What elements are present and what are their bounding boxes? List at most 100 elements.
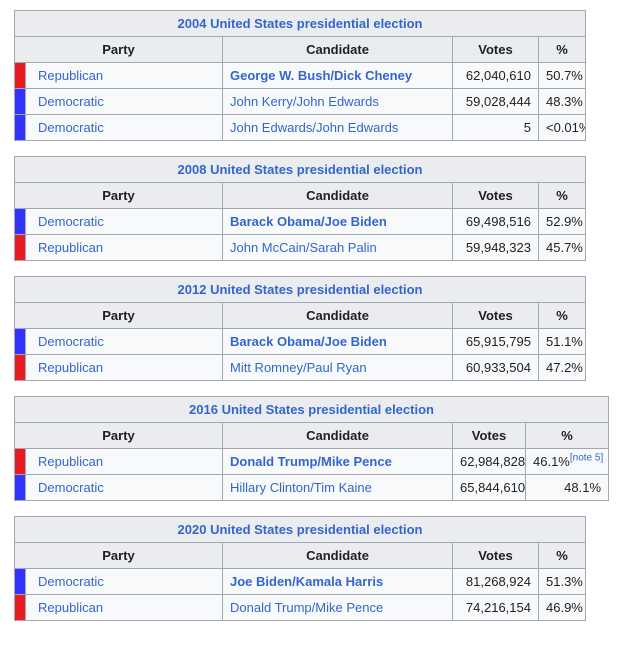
candidate-cell: Joe Biden/Kamala Harris: [222, 568, 453, 595]
candidate-link[interactable]: Mitt Romney/Paul Ryan: [230, 360, 367, 375]
table-title: 2004 United States presidential election: [13, 10, 587, 37]
party-color-swatch: [14, 208, 26, 235]
votes-value: 60,933,504: [452, 354, 539, 381]
percent-value: 45.7%: [546, 240, 583, 255]
result-row: Democratic Joe Biden/Kamala Harris 81,26…: [14, 568, 587, 595]
column-header-row: Party Candidate Votes %: [14, 542, 587, 569]
party-link[interactable]: Republican: [38, 240, 104, 255]
election-results-table: 2012 United States presidential election…: [13, 276, 587, 381]
votes-value: 65,915,795: [452, 328, 539, 355]
percent-value: 47.2%: [546, 360, 583, 375]
candidate-link[interactable]: Donald Trump/Mike Pence: [230, 454, 392, 469]
candidate-cell: John Kerry/John Edwards: [222, 88, 453, 115]
party-cell: Democratic: [25, 88, 223, 115]
party-link[interactable]: Republican: [38, 360, 104, 375]
percent-cell: 47.2%: [537, 354, 587, 381]
percent-value: 48.1%: [564, 480, 602, 495]
votes-value: 69,498,516: [452, 208, 539, 235]
party-cell: Democratic: [25, 568, 223, 595]
party-link[interactable]: Republican: [38, 454, 104, 469]
election-title-link[interactable]: 2004 United States presidential election: [177, 16, 423, 31]
party-link[interactable]: Democratic: [38, 214, 104, 229]
candidate-link[interactable]: Barack Obama/Joe Biden: [230, 214, 387, 229]
party-link[interactable]: Democratic: [38, 334, 104, 349]
party-color-swatch: [14, 88, 26, 115]
party-link[interactable]: Democratic: [38, 120, 104, 135]
table-title: 2012 United States presidential election: [13, 276, 587, 303]
result-row: Republican George W. Bush/Dick Cheney 62…: [14, 62, 587, 89]
note-link[interactable]: [note 5]: [569, 452, 604, 464]
column-header-candidate: Candidate: [222, 302, 453, 329]
candidate-link[interactable]: Joe Biden/Kamala Harris: [230, 574, 384, 589]
percent-value: 46.9%: [546, 600, 583, 615]
candidate-cell: George W. Bush/Dick Cheney: [222, 62, 453, 89]
result-row: Republican Donald Trump/Mike Pence 74,21…: [14, 594, 587, 621]
candidate-link[interactable]: Donald Trump/Mike Pence: [230, 600, 384, 615]
table-title-row: 2008 United States presidential election: [13, 156, 587, 183]
party-cell: Democratic: [25, 208, 223, 235]
party-link[interactable]: Democratic: [38, 574, 104, 589]
column-header-percent: %: [524, 422, 610, 449]
party-color-swatch: [14, 354, 26, 381]
party-link[interactable]: Democratic: [38, 480, 104, 495]
votes-value: 62,040,610: [452, 62, 539, 89]
election-title-link[interactable]: 2020 United States presidential election: [177, 522, 423, 537]
votes-value: 5: [452, 114, 539, 141]
column-header-row: Party Candidate Votes %: [14, 36, 587, 63]
party-link[interactable]: Republican: [38, 600, 104, 615]
party-color-swatch: [14, 328, 26, 355]
table-title-row: 2020 United States presidential election: [13, 516, 587, 543]
candidate-link[interactable]: John Edwards/John Edwards: [230, 120, 399, 135]
votes-value: 62,984,828: [452, 448, 526, 475]
candidate-link[interactable]: Barack Obama/Joe Biden: [230, 334, 387, 349]
party-link[interactable]: Democratic: [38, 94, 104, 109]
party-cell: Democratic: [25, 328, 223, 355]
votes-value: 74,216,154: [452, 594, 539, 621]
election-results-table: 2008 United States presidential election…: [13, 156, 587, 261]
election-results-table: 2016 United States presidential election…: [13, 396, 610, 501]
votes-value: 65,844,610: [452, 474, 526, 501]
result-row: Democratic Barack Obama/Joe Biden 65,915…: [14, 328, 587, 355]
party-color-swatch: [14, 62, 26, 89]
percent-cell: 46.1%[note 5]: [524, 448, 610, 475]
table-title: 2016 United States presidential election: [13, 396, 610, 423]
note-ref: [note 5]: [570, 453, 603, 464]
column-header-party: Party: [14, 422, 223, 449]
candidate-cell: Mitt Romney/Paul Ryan: [222, 354, 453, 381]
result-row: Republican Donald Trump/Mike Pence 62,98…: [14, 448, 610, 475]
table-title-row: 2012 United States presidential election: [13, 276, 587, 303]
candidate-link[interactable]: George W. Bush/Dick Cheney: [230, 68, 413, 83]
column-header-percent: %: [537, 302, 587, 329]
party-cell: Democratic: [25, 474, 223, 501]
column-header-party: Party: [14, 302, 223, 329]
votes-value: 81,268,924: [452, 568, 539, 595]
column-header-party: Party: [14, 542, 223, 569]
column-header-percent: %: [537, 182, 587, 209]
candidate-link[interactable]: Hillary Clinton/Tim Kaine: [230, 480, 372, 495]
column-header-row: Party Candidate Votes %: [14, 182, 587, 209]
election-title-link[interactable]: 2012 United States presidential election: [177, 282, 423, 297]
percent-value: 52.9%: [546, 214, 583, 229]
party-color-swatch: [14, 234, 26, 261]
party-color-swatch: [14, 568, 26, 595]
percent-cell: 50.7%: [537, 62, 587, 89]
party-color-swatch: [14, 474, 26, 501]
election-title-link[interactable]: 2016 United States presidential election: [189, 402, 434, 417]
percent-cell: <0.01%: [537, 114, 587, 141]
percent-cell: 45.7%: [537, 234, 587, 261]
percent-value: 51.1%: [546, 334, 583, 349]
party-link[interactable]: Republican: [38, 68, 104, 83]
column-header-percent: %: [537, 36, 587, 63]
percent-cell: 52.9%: [537, 208, 587, 235]
result-row: Democratic John Edwards/John Edwards 5 <…: [14, 114, 587, 141]
candidate-link[interactable]: John Kerry/John Edwards: [230, 94, 379, 109]
candidate-link[interactable]: John McCain/Sarah Palin: [230, 240, 377, 255]
election-title-link[interactable]: 2008 United States presidential election: [177, 162, 423, 177]
votes-value: 59,028,444: [452, 88, 539, 115]
result-row: Democratic Hillary Clinton/Tim Kaine 65,…: [14, 474, 610, 501]
election-results-table: 2004 United States presidential election…: [13, 10, 587, 141]
percent-value: 51.3%: [546, 574, 583, 589]
result-row: Democratic John Kerry/John Edwards 59,02…: [14, 88, 587, 115]
column-header-candidate: Candidate: [222, 36, 453, 63]
